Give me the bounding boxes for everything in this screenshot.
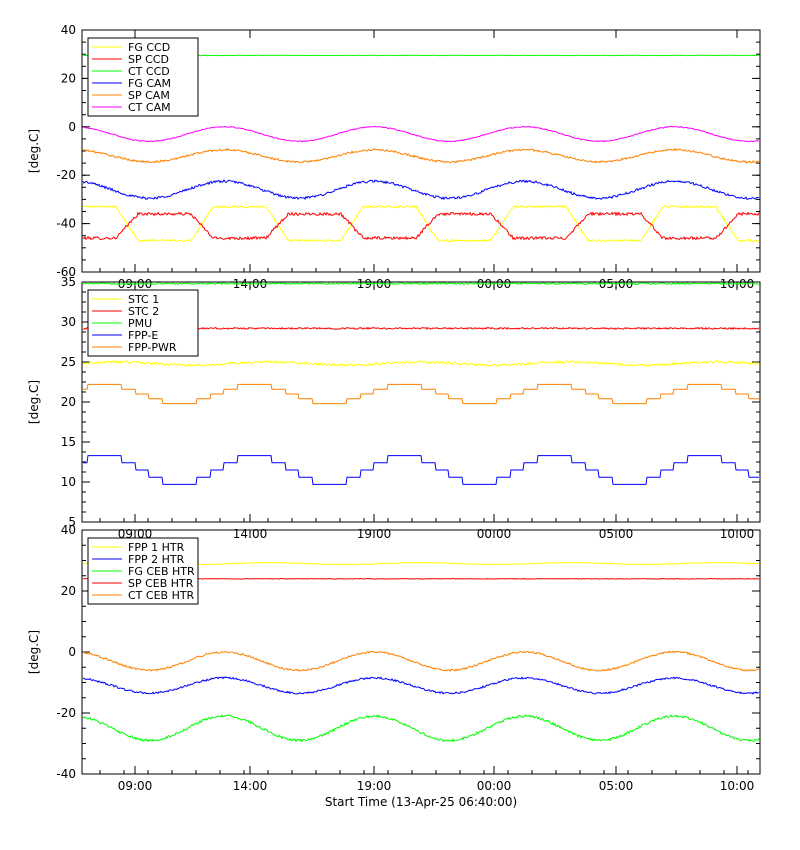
y-tick-label: 25 [61, 355, 76, 369]
series-line-sp-cam [82, 147, 760, 164]
legend-entry: FPP 2 HTR [128, 553, 185, 566]
x-tick-label: 09:00 [118, 779, 153, 793]
y-tick-label: -20 [56, 168, 76, 182]
legend-entry: CT CAM [128, 101, 171, 114]
legend-entry: SP CEB HTR [128, 577, 194, 590]
legend-entry: FPP 1 HTR [128, 541, 185, 554]
legend-entry: SP CAM [128, 89, 170, 102]
legend-entry: SP CCD [128, 53, 169, 66]
legend-entry: STC 2 [128, 305, 159, 318]
y-axis-label: [deg.C] [27, 630, 41, 674]
legend-entry: FPP-E [128, 329, 158, 342]
legend-entry: PMU [128, 317, 152, 330]
y-tick-label: 30 [61, 315, 76, 329]
x-tick-label: 00:00 [477, 779, 512, 793]
y-tick-label: -40 [56, 767, 76, 781]
y-tick-label: 0 [68, 120, 76, 134]
x-axis-label: Start Time (13-Apr-25 06:40:00) [325, 795, 517, 809]
legend-entry: FG CCD [128, 41, 170, 54]
series-line-fpp-pwr [83, 383, 759, 405]
legend-box [87, 37, 199, 117]
legend-entry: CT CCD [128, 65, 170, 78]
series-line-fg-ccd [82, 204, 760, 243]
x-tick-label: 14:00 [233, 779, 268, 793]
y-tick-label: 5 [68, 515, 76, 529]
series-line-fg-ceb-htr [82, 714, 760, 743]
series-line-sp-ccd [82, 211, 760, 241]
x-tick-label: 10:00 [720, 779, 755, 793]
x-tick-label: 19:00 [357, 779, 392, 793]
y-tick-label: 20 [61, 584, 76, 598]
y-tick-label: 35 [61, 275, 76, 289]
y-axis-label: [deg.C] [27, 129, 41, 173]
legend-entry: STC 1 [128, 293, 159, 306]
series-line-stc-1 [82, 359, 760, 368]
y-tick-label: 10 [61, 475, 76, 489]
legend-entry: FG CEB HTR [128, 565, 195, 578]
y-tick-label: 40 [61, 523, 76, 537]
y-tick-label: 0 [68, 645, 76, 659]
series-line-fpp-e [83, 455, 759, 485]
legend-entry: FPP-PWR [128, 341, 177, 354]
y-tick-label: -60 [56, 265, 76, 279]
legend-entry: CT CEB HTR [128, 589, 195, 602]
y-tick-label: 20 [61, 71, 76, 85]
series-line-fg-cam [82, 179, 760, 201]
series-line-ct-cam [83, 125, 759, 143]
y-tick-label: -20 [56, 706, 76, 720]
series-line-ct-ceb-htr [82, 650, 760, 672]
series-line-pmu [82, 281, 759, 286]
y-tick-label: -40 [56, 217, 76, 231]
y-axis-label: [deg.C] [27, 380, 41, 424]
x-tick-label: 05:00 [599, 779, 634, 793]
series-line-fpp-2-htr [82, 676, 760, 695]
y-tick-label: 20 [61, 395, 76, 409]
legend-entry: FG CAM [128, 77, 171, 90]
y-tick-label: 15 [61, 435, 76, 449]
y-tick-label: 40 [61, 23, 76, 37]
